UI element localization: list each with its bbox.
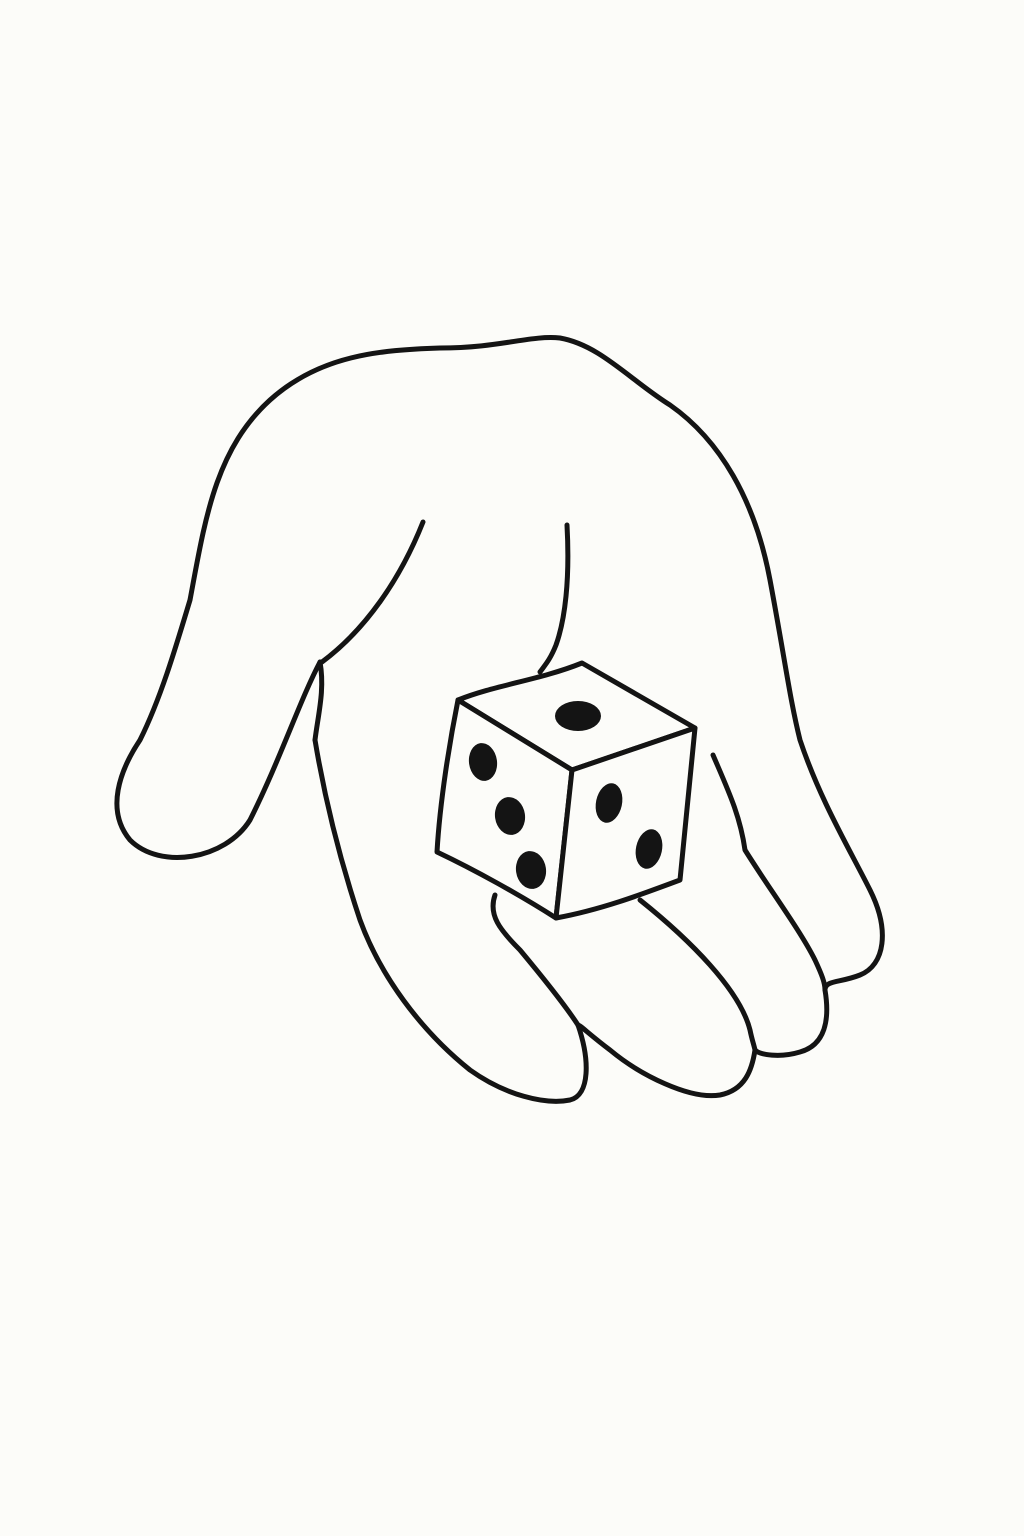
die-pip <box>635 829 663 869</box>
thumb-inner-line <box>319 519 426 665</box>
lower-finger-line <box>490 892 581 1028</box>
index-finger-line <box>537 522 571 675</box>
die-pip <box>555 701 601 731</box>
die-pip <box>468 743 498 781</box>
die-pip <box>595 783 623 823</box>
die-right-face <box>553 725 698 921</box>
die-icon <box>434 660 698 921</box>
die-pip <box>515 851 547 889</box>
ring-finger-line <box>637 897 758 1053</box>
hand-bottom-finger <box>312 737 589 1104</box>
hand-outer-contour <box>114 335 885 1099</box>
hand-icon <box>114 335 885 1104</box>
thumb-crease <box>312 659 325 743</box>
die-pip <box>494 797 526 835</box>
middle-finger-line <box>710 752 828 993</box>
